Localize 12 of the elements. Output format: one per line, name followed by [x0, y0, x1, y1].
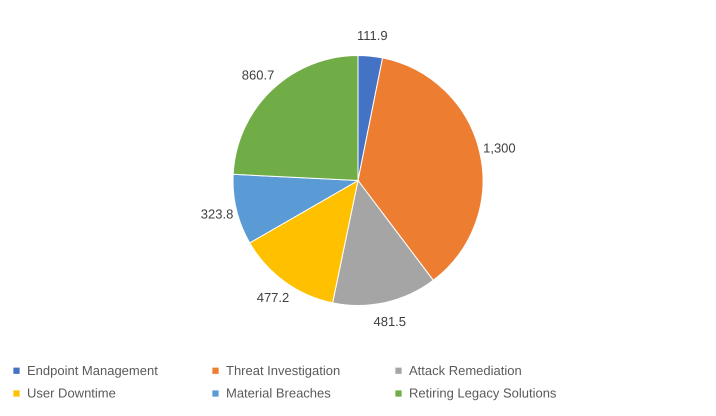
- legend-label: User Downtime: [27, 386, 116, 400]
- data-label: 481.5: [373, 314, 406, 329]
- legend-label: Attack Remediation: [409, 362, 522, 378]
- legend-label: Material Breaches: [226, 386, 332, 400]
- legend-label: Retiring Legacy Solutions: [409, 386, 557, 400]
- data-label: 111.9: [357, 28, 388, 44]
- data-label: 1,300: [483, 140, 516, 156]
- data-label: 477.2: [256, 290, 290, 305]
- data-label: 860.7: [242, 67, 274, 82]
- data-label: 323.8: [200, 206, 234, 222]
- legend-label: Threat Investigation: [226, 362, 340, 378]
- legend-label: Endpoint Management: [27, 362, 158, 378]
